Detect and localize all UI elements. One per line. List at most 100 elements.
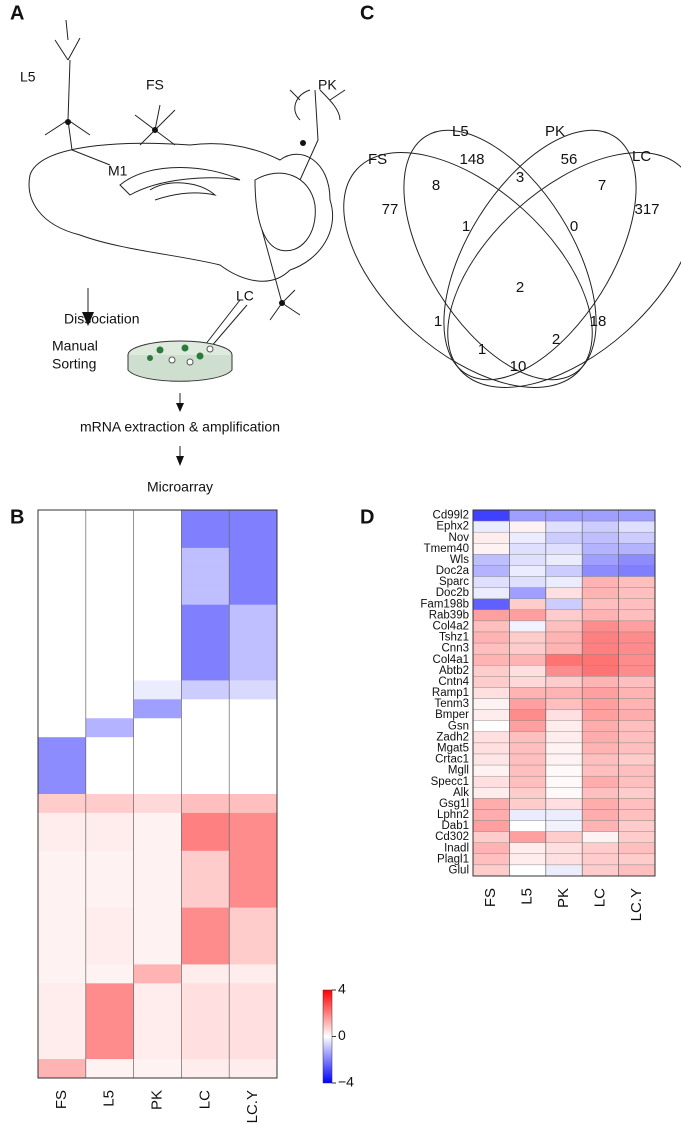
heatmap-cell xyxy=(181,945,230,965)
heatmap-cell xyxy=(618,665,656,677)
gene-label: Inadl xyxy=(444,842,469,854)
heatmap-cell xyxy=(85,623,135,644)
heatmap-cell xyxy=(133,1002,182,1022)
heatmap-cell xyxy=(229,812,278,833)
step-label: Manual xyxy=(52,338,98,354)
heatmap-cell xyxy=(181,794,230,814)
heatmap-cell xyxy=(509,731,546,744)
heatmap-cell xyxy=(545,631,583,644)
heatmap-cell xyxy=(181,964,230,984)
heatmap-cell xyxy=(545,853,583,866)
column-label: FS xyxy=(53,1090,70,1109)
heatmap-cell xyxy=(472,709,510,721)
heatmap-cell xyxy=(133,642,182,662)
heatmap-cell xyxy=(545,764,583,777)
heatmap-cell xyxy=(618,809,656,821)
heatmap-cell xyxy=(133,718,182,738)
heatmap-cell xyxy=(582,809,619,821)
venn-count: 2 xyxy=(552,331,560,348)
heatmap-cell xyxy=(85,983,135,1003)
heatmap-cell xyxy=(133,907,182,928)
venn-count: 8 xyxy=(432,177,440,194)
heatmap-cell xyxy=(229,907,278,928)
heatmap-cell xyxy=(229,510,278,530)
heatmap-cell xyxy=(545,509,583,522)
heatmap-cell xyxy=(85,945,135,965)
heatmap-cell xyxy=(545,831,583,843)
column-label: FS xyxy=(482,888,499,907)
heatmap-cell xyxy=(181,528,230,549)
heatmap-cell xyxy=(229,661,278,681)
heatmap-cell xyxy=(229,850,278,871)
heatmap-cell xyxy=(472,653,510,666)
heatmap-cell xyxy=(229,680,278,700)
heatmap-cell xyxy=(509,609,546,622)
heatmap-cell xyxy=(181,699,230,719)
heatmap-cell xyxy=(472,565,510,577)
heatmap-cell xyxy=(181,661,230,681)
heatmap-cell xyxy=(38,794,87,814)
heatmap-cell xyxy=(229,775,278,795)
heatmap-cell xyxy=(509,787,546,799)
heatmap-cell xyxy=(133,604,182,625)
gene-label: Gsg1l xyxy=(439,798,469,810)
heatmap-cell xyxy=(618,676,656,688)
gene-label: Cd99l2 xyxy=(433,510,469,522)
heatmap-cell xyxy=(472,554,510,566)
heatmap-cell xyxy=(85,1040,135,1060)
heatmap-cell xyxy=(509,831,546,843)
heatmap-cell xyxy=(509,853,546,866)
heatmap-cell xyxy=(229,1040,278,1060)
heatmap-cell xyxy=(582,520,619,533)
heatmap-cell xyxy=(38,756,87,776)
venn-count: 7 xyxy=(598,177,606,194)
heatmap-cell xyxy=(38,1002,87,1022)
heatmap-cell xyxy=(229,547,278,568)
heatmap-cell xyxy=(618,531,656,544)
heatmap-cell xyxy=(582,665,619,677)
heatmap-cell xyxy=(85,680,135,700)
heatmap-cell xyxy=(618,609,656,622)
heatmap-cell xyxy=(582,787,619,799)
heatmap-cell xyxy=(181,1021,230,1041)
heatmap-cell xyxy=(181,547,230,568)
heatmap-cell xyxy=(618,842,656,855)
heatmap-cell xyxy=(229,699,278,719)
gene-label: Sparc xyxy=(439,576,469,588)
heatmap-cell xyxy=(509,698,546,710)
heatmap-cell xyxy=(618,554,656,566)
heatmap-cell xyxy=(545,775,583,788)
gene-label: Plagl1 xyxy=(437,853,469,865)
colorbar-label: 0 xyxy=(338,1027,346,1043)
heatmap-cell xyxy=(509,587,546,599)
heatmap-cell xyxy=(38,926,87,946)
heatmap-cell xyxy=(38,1021,87,1041)
heatmap-cell xyxy=(181,850,230,871)
heatmap-cell xyxy=(38,661,87,681)
gene-label: Cnn3 xyxy=(442,643,470,655)
heatmap-cell xyxy=(618,831,656,843)
heatmap-cell xyxy=(133,756,182,776)
heatmap-cell xyxy=(509,764,546,777)
heatmap-cell xyxy=(509,543,546,555)
heatmap-cell xyxy=(229,718,278,738)
heatmap-cell xyxy=(545,554,583,566)
heatmap-cell xyxy=(133,566,182,587)
gene-label: Rab39b xyxy=(429,609,469,621)
heatmap-cell xyxy=(85,907,135,928)
heatmap-cell xyxy=(509,742,546,755)
heatmap-cell xyxy=(133,547,182,568)
heatmap-cell xyxy=(38,850,87,871)
gene-label: Zadh2 xyxy=(436,731,469,743)
heatmap-cell xyxy=(545,642,583,655)
heatmap-cell xyxy=(582,742,619,755)
heatmap-cell xyxy=(472,831,510,843)
heatmap-cell xyxy=(181,775,230,795)
heatmap-cell xyxy=(229,794,278,814)
heatmap-cell xyxy=(618,565,656,577)
heatmap-cell xyxy=(229,945,278,965)
heatmap-cell xyxy=(38,718,87,738)
panel-label: A xyxy=(10,2,24,24)
heatmap-cell xyxy=(229,1059,278,1079)
heatmap-cell xyxy=(85,812,135,833)
